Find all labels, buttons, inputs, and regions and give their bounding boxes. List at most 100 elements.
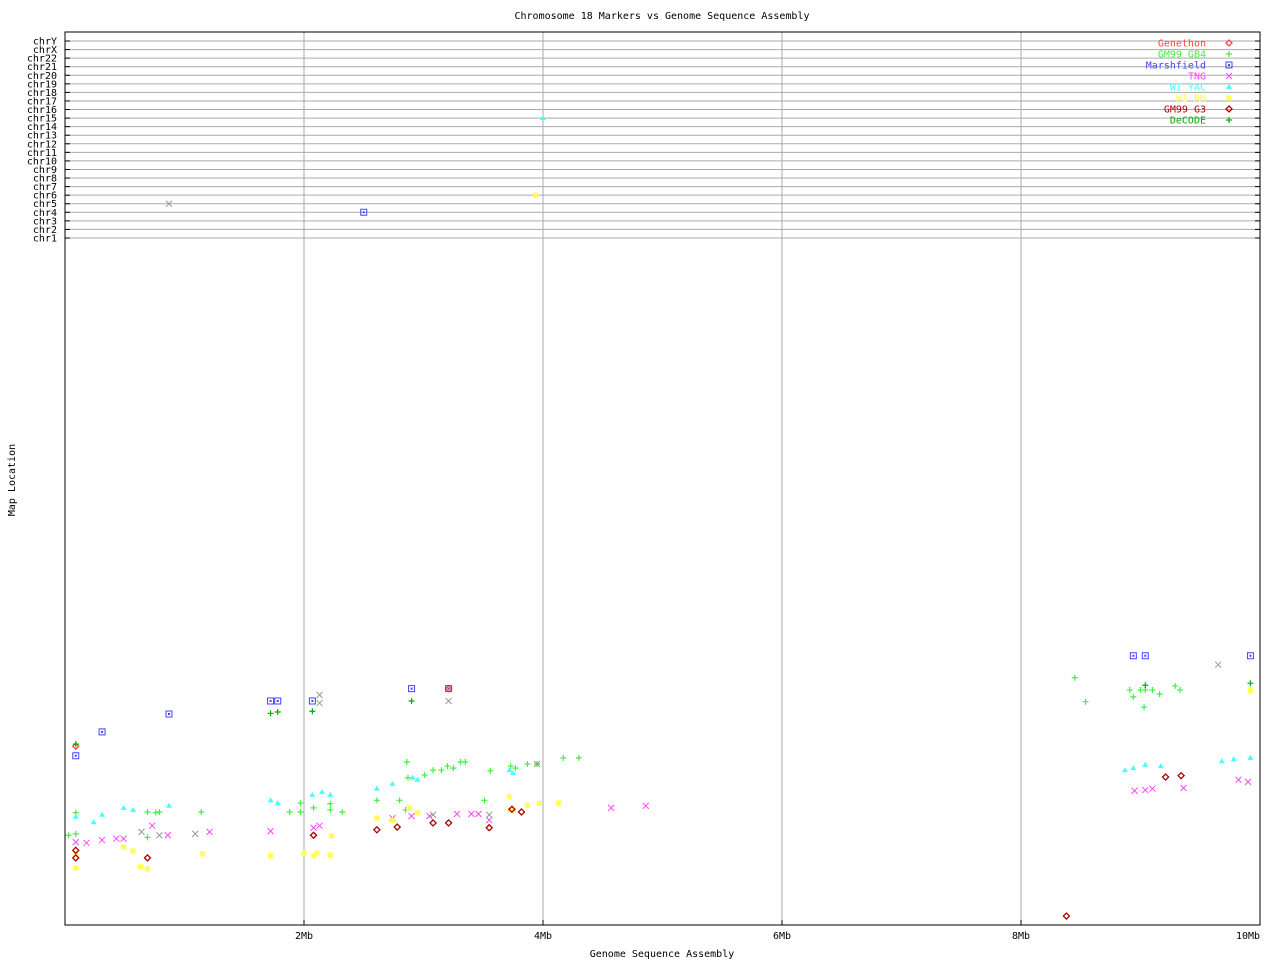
data-point — [71, 853, 80, 862]
data-point — [310, 824, 317, 832]
data-point — [450, 765, 457, 772]
data-point — [165, 710, 173, 718]
y-tick-label: chr16 — [27, 105, 57, 116]
data-point — [536, 800, 543, 807]
y-tick-label: chr5 — [33, 199, 57, 210]
data-point — [72, 865, 79, 872]
data-point — [444, 763, 451, 770]
data-point — [1176, 687, 1183, 694]
data-point — [510, 806, 517, 813]
data-point — [1082, 698, 1089, 705]
data-point — [642, 802, 650, 810]
x-tick-label: 2Mb — [295, 931, 313, 942]
data-point — [512, 765, 519, 772]
data-point — [414, 809, 421, 816]
data-point — [164, 831, 172, 839]
data-point — [309, 831, 318, 840]
data-point — [309, 708, 316, 715]
data-points — [65, 115, 1254, 921]
data-point — [274, 708, 281, 715]
data-point — [1180, 784, 1187, 792]
y-tick-label: chr2 — [33, 225, 57, 236]
data-point — [267, 797, 274, 803]
data-point — [607, 804, 615, 812]
y-tick-label: chr1 — [33, 234, 57, 245]
data-point — [165, 802, 172, 808]
data-point — [453, 810, 461, 818]
data-point — [72, 838, 80, 846]
x-axis-label: Genome Sequence Assembly — [590, 949, 735, 960]
data-point — [120, 835, 127, 843]
data-point — [144, 834, 151, 841]
data-point — [99, 811, 106, 817]
data-point — [144, 865, 151, 872]
data-point — [409, 774, 416, 780]
legend-marker-plus-icon — [1226, 117, 1232, 123]
data-point — [98, 836, 106, 844]
data-point — [274, 800, 281, 806]
data-point — [308, 697, 316, 705]
y-tick-label: chr10 — [27, 156, 57, 167]
data-point — [467, 810, 475, 818]
data-point — [1177, 771, 1186, 780]
data-point — [1230, 756, 1237, 762]
x-tick-label: 4Mb — [534, 931, 552, 942]
data-point — [1121, 767, 1128, 773]
data-point — [130, 848, 137, 855]
data-point — [316, 822, 323, 830]
data-point — [396, 797, 403, 804]
y-tick-label: chr3 — [33, 216, 57, 227]
y-tick-label: chr21 — [27, 62, 57, 73]
data-point — [1131, 787, 1138, 795]
data-point — [90, 819, 97, 825]
data-point — [286, 808, 293, 815]
data-point — [485, 816, 493, 824]
data-point — [404, 774, 411, 781]
legend-marker-triangle-icon — [1226, 84, 1232, 89]
y-tick-label: chr22 — [27, 54, 57, 65]
data-point — [408, 685, 416, 693]
data-point — [1235, 776, 1242, 784]
data-point — [485, 811, 493, 819]
data-point — [533, 760, 541, 768]
y-tick-label: chr6 — [33, 191, 57, 202]
data-point — [517, 808, 526, 816]
y-tick-label: chr20 — [27, 71, 57, 82]
data-point — [389, 780, 396, 786]
data-point — [267, 827, 274, 835]
data-point — [524, 802, 531, 809]
data-point — [165, 200, 173, 208]
series-wi-yac — [72, 115, 1254, 825]
y-tick-label: chr13 — [27, 131, 57, 142]
plot-frame — [64, 31, 1261, 926]
data-point — [438, 767, 445, 774]
series-unlabeled — [138, 200, 1222, 839]
legend-label: TNG — [1188, 72, 1206, 83]
data-point — [267, 710, 274, 717]
data-point — [1071, 674, 1078, 681]
y-tick-label: chrX — [33, 45, 57, 56]
data-point — [1141, 704, 1148, 711]
data-point — [1141, 652, 1149, 660]
data-point — [148, 822, 156, 830]
data-point — [316, 691, 323, 699]
data-point — [156, 808, 163, 815]
data-point — [1214, 661, 1222, 669]
grid — [65, 32, 1260, 925]
data-point — [191, 830, 199, 838]
y-tick-label: chr8 — [33, 174, 57, 185]
series-gm99-gb4 — [65, 674, 1183, 841]
data-point — [310, 804, 317, 811]
data-point — [143, 853, 152, 862]
data-point — [1161, 773, 1170, 781]
x-tick-label: 8Mb — [1012, 931, 1030, 942]
data-point — [1246, 652, 1254, 660]
data-point — [72, 813, 79, 819]
y-tick-label: chr17 — [27, 96, 57, 107]
data-point — [487, 767, 494, 774]
data-point — [327, 791, 334, 797]
data-point — [1247, 687, 1254, 694]
data-point — [327, 852, 334, 859]
data-point — [339, 808, 346, 815]
